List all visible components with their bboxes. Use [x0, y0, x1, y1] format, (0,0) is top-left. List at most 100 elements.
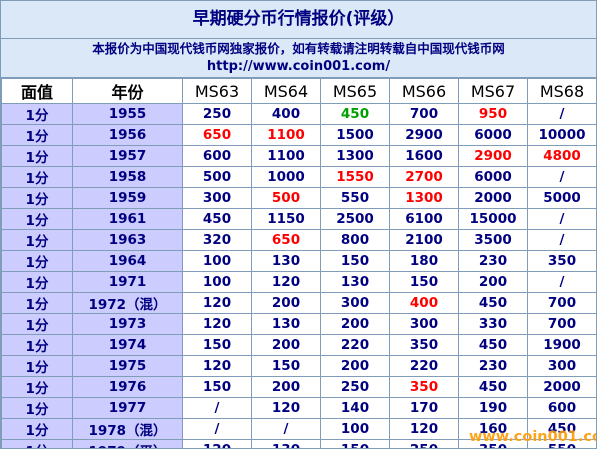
year-cell: 1975 [72, 355, 183, 377]
price-cell: 4800 [527, 145, 596, 167]
price-cell: 120 [182, 355, 252, 377]
price-cell: 400 [251, 103, 321, 125]
header-row: 面值 年份 MS63 MS64 MS65 MS66 MS67 MS68 [1, 78, 596, 104]
price-cell: 250 [182, 103, 252, 125]
price-cell: 15000 [458, 208, 528, 230]
year-cell: 1974 [72, 334, 183, 356]
year-cell: 1956 [72, 124, 183, 146]
page-title: 早期硬分币行情报价(评级） [1, 1, 596, 39]
price-cell: 550 [527, 439, 596, 448]
denomination-cell: 1分 [1, 418, 73, 440]
denomination-cell: 1分 [1, 166, 73, 188]
site-url-link[interactable]: http://www.coin001.com/ [206, 59, 391, 74]
year-cell: 1959 [72, 187, 183, 209]
denomination-cell: 1分 [1, 355, 73, 377]
price-cell: 200 [251, 376, 321, 398]
price-cell: 300 [182, 187, 252, 209]
header-grade: MS66 [389, 78, 459, 104]
price-cell: 130 [251, 250, 321, 272]
price-cell: 170 [389, 397, 459, 419]
denomination-cell: 1分 [1, 439, 73, 448]
price-cell: 450 [458, 376, 528, 398]
price-cell: 200 [320, 313, 390, 335]
year-cell: 1958 [72, 166, 183, 188]
price-cell: 150 [320, 250, 390, 272]
price-cell: 120 [182, 292, 252, 314]
year-cell: 1972（混） [72, 292, 183, 314]
price-cell: 2900 [389, 124, 459, 146]
price-cell: / [527, 103, 596, 125]
denomination-cell: 1分 [1, 334, 73, 356]
price-cell: 450 [458, 292, 528, 314]
price-cell: 10000 [527, 124, 596, 146]
price-cell: / [527, 229, 596, 251]
denomination-cell: 1分 [1, 271, 73, 293]
price-cell: 2900 [458, 145, 528, 167]
table-row: 1分 1978（混） //100 120 160 450 [1, 418, 596, 440]
price-cell: 250 [320, 376, 390, 398]
price-cell: 2700 [389, 166, 459, 188]
table-row: 1分 1955 250 400 450 700 950/ [1, 103, 596, 125]
year-cell: 1977 [72, 397, 183, 419]
price-cell: 120 [182, 313, 252, 335]
site-watermark: www.coin001.com [469, 429, 596, 445]
price-cell: 150 [251, 355, 321, 377]
price-cell: 3500 [458, 229, 528, 251]
price-cell: 230 [458, 250, 528, 272]
price-cell: 400 [389, 292, 459, 314]
year-cell: 1957 [72, 145, 183, 167]
denomination-cell: 1分 [1, 208, 73, 230]
price-cell: 120 [389, 418, 459, 440]
header-denomination: 面值 [1, 78, 73, 104]
table-row: 1分 1973 120 130 200 300 330 700 [1, 313, 596, 335]
price-cell: 200 [458, 271, 528, 293]
copyright-notice: 本报价为中国现代钱币网独家报价，如有转载请注明转载自中国现代钱币网 http:/… [1, 39, 596, 78]
year-cell: 1963 [72, 229, 183, 251]
price-cell: 200 [251, 334, 321, 356]
price-cell: 320 [182, 229, 252, 251]
price-cell: 1300 [389, 187, 459, 209]
price-cell: 190 [458, 397, 528, 419]
price-cell: 120 [251, 271, 321, 293]
price-cell: 220 [389, 355, 459, 377]
denomination-cell: 1分 [1, 250, 73, 272]
price-cell: 350 [389, 376, 459, 398]
table-row: 1分 1957 600 1100 1300 1600 2900 4800 [1, 145, 596, 167]
price-cell: 150 [182, 334, 252, 356]
denomination-cell: 1分 [1, 292, 73, 314]
price-cell: 650 [182, 124, 252, 146]
price-cell: 450 [320, 103, 390, 125]
price-cell: 1550 [320, 166, 390, 188]
denomination-cell: 1分 [1, 376, 73, 398]
price-cell: 100 [182, 250, 252, 272]
year-cell: 1978（混） [72, 418, 183, 440]
year-cell: 1961 [72, 208, 183, 230]
price-cell: 2000 [527, 376, 596, 398]
price-cell: 6100 [389, 208, 459, 230]
year-cell: 1971 [72, 271, 183, 293]
price-cell: 450 [458, 334, 528, 356]
price-cell: 250 [389, 439, 459, 448]
price-cell: 300 [527, 355, 596, 377]
price-cell: 150 [182, 376, 252, 398]
table-row: 1分 1961 450 1150 2500 6100 15000/ [1, 208, 596, 230]
price-cell: 200 [251, 292, 321, 314]
price-cell: 140 [320, 397, 390, 419]
header-grade: MS68 [527, 78, 596, 104]
price-cell: 130 [320, 271, 390, 293]
price-cell: / [527, 166, 596, 188]
year-cell: 1976 [72, 376, 183, 398]
table-row: 1分 1964 100 130 150 180 230 350 [1, 250, 596, 272]
year-cell: 1955 [72, 103, 183, 125]
denomination-cell: 1分 [1, 145, 73, 167]
price-cell: 600 [527, 397, 596, 419]
table-row: 1分 1976 150 200 250 350 450 2000 [1, 376, 596, 398]
denomination-cell: 1分 [1, 397, 73, 419]
price-cell: 550 [320, 187, 390, 209]
denomination-cell: 1分 [1, 229, 73, 251]
price-cell: 1100 [251, 145, 321, 167]
price-cell: 350 [389, 334, 459, 356]
header-grade: MS63 [182, 78, 252, 104]
header-grade: MS67 [458, 78, 528, 104]
